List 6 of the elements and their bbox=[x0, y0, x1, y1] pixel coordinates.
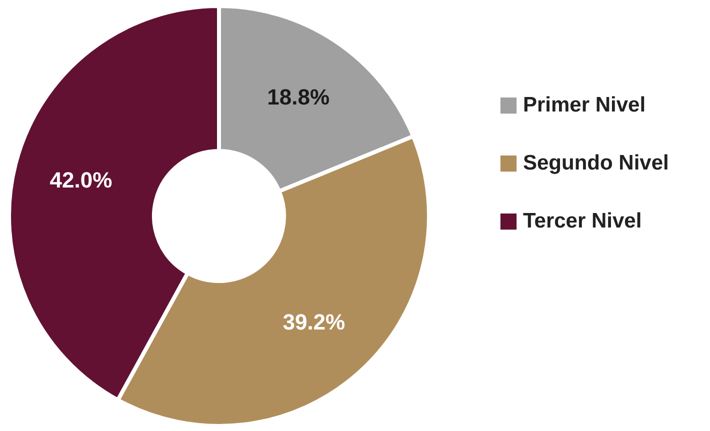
legend-label: Primer Nivel bbox=[523, 94, 646, 116]
legend-label: Tercer Nivel bbox=[523, 210, 642, 232]
data-label: 18.8% bbox=[267, 84, 330, 110]
legend-label: Segundo Nivel bbox=[523, 152, 669, 174]
data-label: 39.2% bbox=[282, 309, 346, 334]
data-label: 42.0% bbox=[50, 168, 112, 193]
